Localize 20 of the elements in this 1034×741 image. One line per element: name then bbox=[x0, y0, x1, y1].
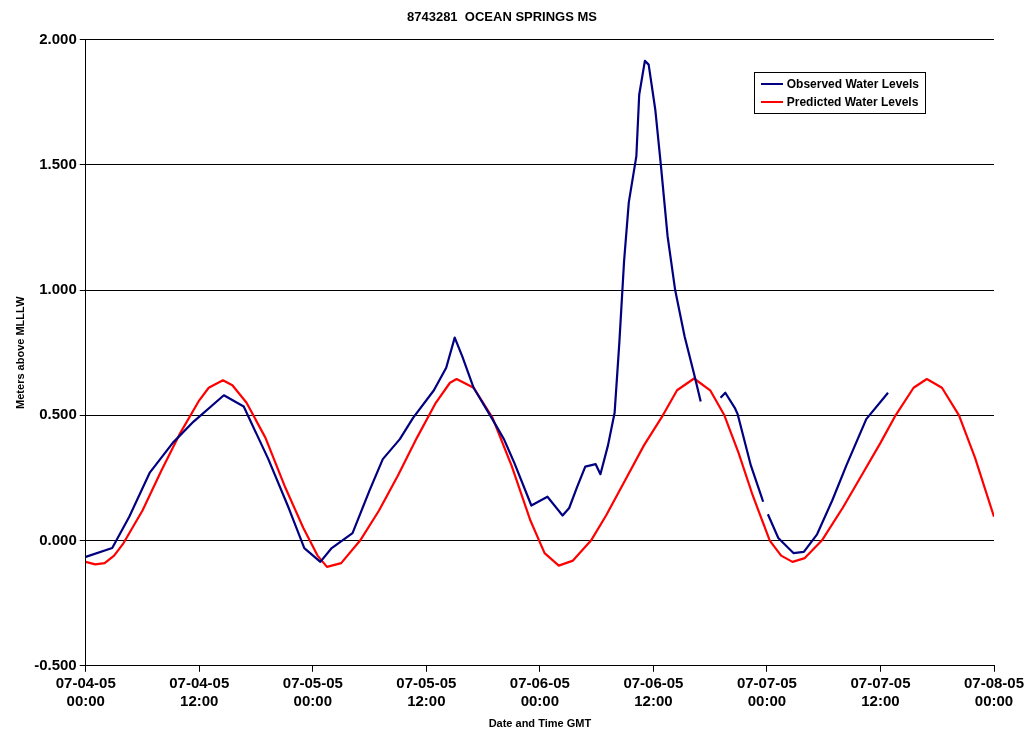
y-axis-title: Meters above MLLLW bbox=[13, 295, 26, 409]
x-tick-label: 07-08-05 00:00 bbox=[963, 673, 1025, 709]
x-tick-label: 07-07-05 12:00 bbox=[850, 673, 911, 709]
x-tick-label: 07-06-05 12:00 bbox=[623, 673, 684, 709]
x-tick-label: 07-06-05 00:00 bbox=[509, 673, 570, 709]
y-tick-label: 2.000 bbox=[39, 29, 77, 47]
x-axis-title: Date and Time GMT bbox=[488, 717, 592, 730]
legend-label: Predicted Water Levels bbox=[786, 95, 919, 109]
x-tick-label: 07-07-05 00:00 bbox=[736, 673, 797, 709]
y-tick-label: 1.000 bbox=[39, 280, 77, 298]
x-tick-label: 07-04-05 00:00 bbox=[55, 673, 116, 709]
x-tick-label: 07-05-05 12:00 bbox=[396, 673, 457, 709]
y-tick-label: 1.500 bbox=[39, 154, 77, 172]
x-tick-label: 07-04-05 12:00 bbox=[169, 673, 230, 709]
y-tick-label: -0.500 bbox=[34, 655, 77, 673]
y-tick-label: 0.500 bbox=[39, 405, 77, 423]
x-tick-label: 07-05-05 00:00 bbox=[282, 673, 343, 709]
chart-title: 8743281 OCEAN SPRINGS MS bbox=[406, 9, 598, 25]
y-tick-label: 0.000 bbox=[39, 530, 77, 548]
legend-label: Observed Water Levels bbox=[786, 77, 919, 91]
